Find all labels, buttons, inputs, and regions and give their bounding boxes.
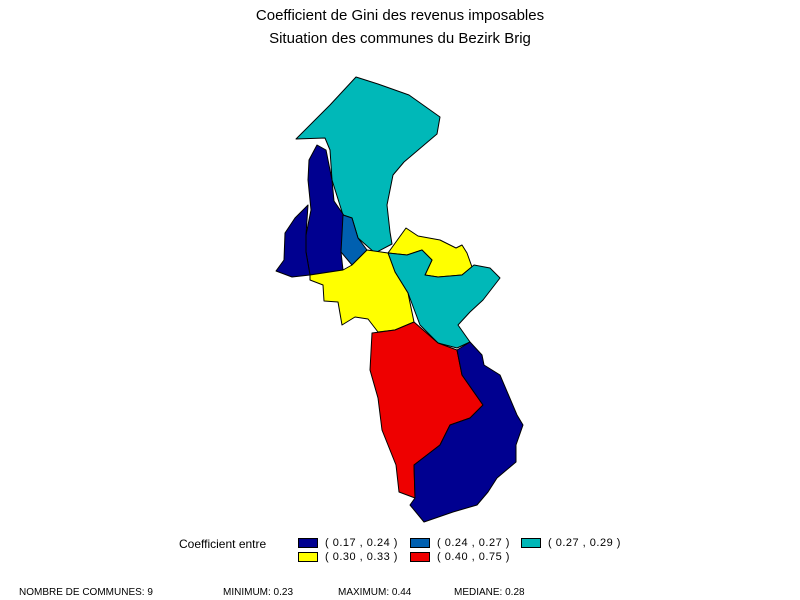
footer-maximum: MAXIMUM: 0.44 <box>338 587 412 598</box>
commune-center-west[interactable] <box>309 249 415 333</box>
legend-swatch <box>521 538 541 548</box>
legend-swatch <box>410 538 430 548</box>
legend-label: ( 0.30 , 0.33 ) <box>325 551 398 563</box>
commune-north[interactable] <box>295 76 441 254</box>
footer-minimum: MINIMUM: 0.23 <box>223 587 294 598</box>
legend-label: ( 0.24 , 0.27 ) <box>437 537 510 549</box>
map-title-line1: Coefficient de Gini des revenus imposabl… <box>255 7 545 24</box>
commune-center-east[interactable] <box>387 249 501 349</box>
footer-commune-count: NOMBRE DE COMMUNES: 9 <box>19 587 153 598</box>
commune-west-b[interactable] <box>275 204 311 278</box>
legend-label: ( 0.40 , 0.75 ) <box>437 551 510 563</box>
map-title-line2: Situation des communes du Bezirk Brig <box>269 30 531 47</box>
legend-swatch <box>298 552 318 562</box>
commune-south[interactable] <box>409 341 524 523</box>
legend-label: ( 0.27 , 0.29 ) <box>548 537 621 549</box>
legend-swatch <box>410 552 430 562</box>
legend-label: ( 0.17 , 0.24 ) <box>325 537 398 549</box>
footer-median: MEDIANE: 0.28 <box>454 587 525 598</box>
legend-title: Coefficient entre <box>179 537 267 551</box>
legend-swatch <box>298 538 318 548</box>
